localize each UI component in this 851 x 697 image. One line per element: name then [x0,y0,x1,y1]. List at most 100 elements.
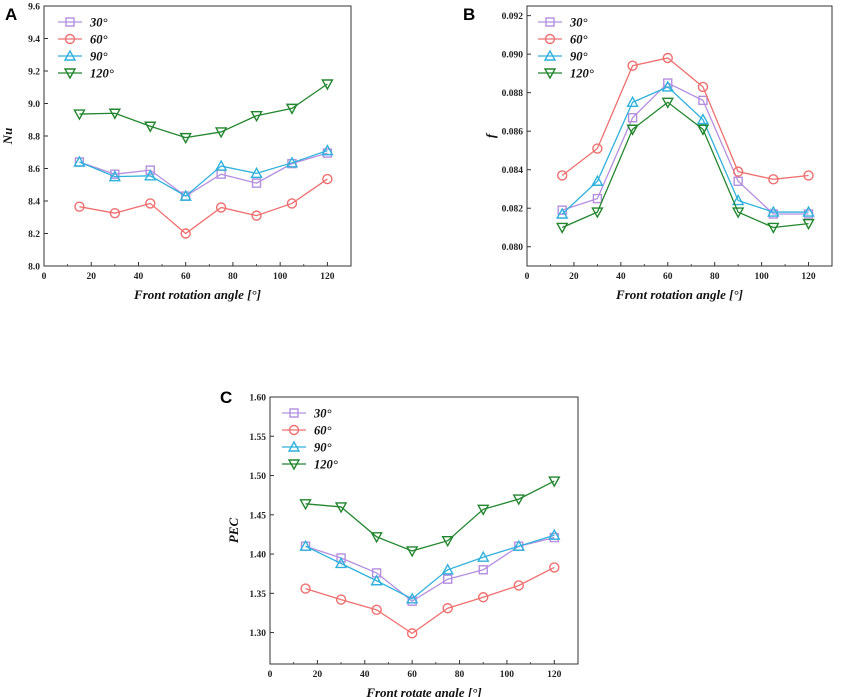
y-tick-label: 9.0 [28,100,40,110]
x-tick-label: 80 [455,670,465,680]
data-point [371,604,382,616]
data-point [696,113,710,125]
data-point [442,603,453,614]
data-point [441,536,454,548]
data-point [513,580,524,591]
y-tick-label: 1.45 [249,511,266,521]
series-2 [300,562,560,639]
legend-marker [545,17,555,27]
legend-marker [287,459,301,471]
series-3 [73,144,334,201]
legend-marker [65,17,75,27]
y-tick-label: 8.0 [28,263,40,273]
x-tick-label: 120 [547,670,562,680]
y-tick-label: 1.50 [249,472,266,482]
data-point [512,494,525,506]
data-point [215,202,227,213]
y-tick-label: 1.40 [249,551,266,561]
legend-label: 90° [570,50,588,64]
chart-panel-c: C 0 20 40 60 80 100 120 1.30 1.35 1.40 1.45 1.50 1.55… [220,388,579,697]
data-point [626,95,639,107]
legend-marker [64,33,76,45]
x-tick-label: 120 [801,272,816,282]
data-point [626,124,639,136]
legend-marker [63,49,77,61]
data-point [803,170,814,181]
series-line [561,57,809,180]
data-point [250,110,263,123]
data-point [591,207,604,219]
series-line [305,480,555,552]
y-tick-label: 9.6 [28,3,40,13]
x-tick-label: 100 [273,272,288,282]
data-point [334,557,348,569]
y-tick-label: 1.55 [249,433,266,443]
y-tick-label: 8.6 [28,165,40,175]
y-tick-label: 9.2 [28,68,40,78]
x-tick-label: 100 [754,272,769,282]
y-tick-label: 0.082 [502,205,524,215]
y-tick-label: 1.35 [249,590,266,600]
data-point [321,79,334,91]
y-tick-label: 0.084 [502,166,524,176]
series-line [79,152,328,197]
data-point [144,169,157,181]
data-point [548,476,561,488]
data-point [179,132,192,145]
data-point [802,218,815,231]
series-line [561,101,809,229]
panel-label: C [220,388,232,407]
data-point [334,502,348,514]
data-point [592,193,603,204]
legend-marker [63,68,77,80]
data-point [627,113,638,123]
x-tick-label: 60 [407,670,417,680]
data-point [478,592,489,603]
data-point [336,553,346,563]
x-tick-label: 0 [268,670,273,680]
data-point [556,207,569,219]
data-point [335,594,347,605]
chart-panel-a: A 0 20 40 60 80 100 120 8.0 8.2 8.4 8.6 8.8 9.0 9.2 9.4… [0,3,352,302]
data-point [74,201,85,212]
x-axis-label: Front rotate angle [°] [365,685,481,697]
data-point [767,222,780,234]
data-point [556,222,569,234]
legend-label: 120° [314,458,338,472]
series-line [305,534,555,600]
data-point [512,539,525,551]
data-point [549,562,560,573]
x-tick-label: 40 [616,272,626,282]
y-tick-label: 0.080 [502,243,524,253]
x-tick-label: 20 [569,272,579,282]
data-point [108,170,122,182]
data-point [696,124,710,136]
y-axis-label: Nu [0,128,15,146]
x-axis-label: Front rotation angle [°] [133,287,261,302]
data-point [478,565,488,575]
legend: 30° 60° 90° 120° [538,16,594,81]
data-point [661,97,674,109]
data-point [731,194,745,206]
data-point [548,528,561,540]
data-point [591,174,604,186]
data-point [250,166,263,179]
y-tick-label: 1.60 [249,394,266,404]
y-tick-label: 0.086 [502,128,524,138]
legend-marker [543,68,557,80]
legend: 30° 60° 90° 120° [282,407,338,472]
series-line [305,536,555,602]
y-tick-label: 8.8 [28,133,40,143]
x-tick-label: 100 [500,670,515,680]
legend-marker [288,424,300,436]
data-point [299,539,312,551]
data-point [144,121,157,133]
data-point [731,207,745,219]
data-point [285,103,299,115]
data-point [370,532,383,544]
legend-marker [289,408,299,418]
series-2 [556,52,814,185]
data-point [251,178,262,188]
x-tick-label: 40 [360,670,370,680]
